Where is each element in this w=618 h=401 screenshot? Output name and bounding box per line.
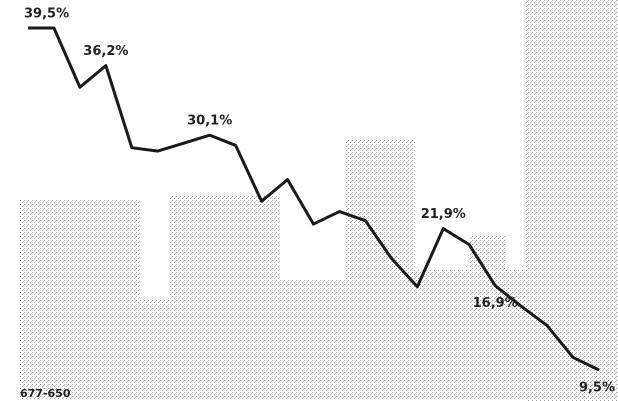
data-label: 9,5% xyxy=(579,381,615,396)
data-label: 30,1% xyxy=(187,114,232,129)
data-label: 21,9% xyxy=(421,207,466,222)
skyline-background xyxy=(20,0,618,401)
chart: 677-650 39,5% 36,2% 30,1% 21,9% 16,9% 9,5% xyxy=(0,0,618,401)
annotation: 677-650 xyxy=(20,387,71,400)
data-label: 16,9% xyxy=(473,296,518,311)
data-label: 36,2% xyxy=(83,44,128,59)
data-label: 39,5% xyxy=(24,7,69,22)
